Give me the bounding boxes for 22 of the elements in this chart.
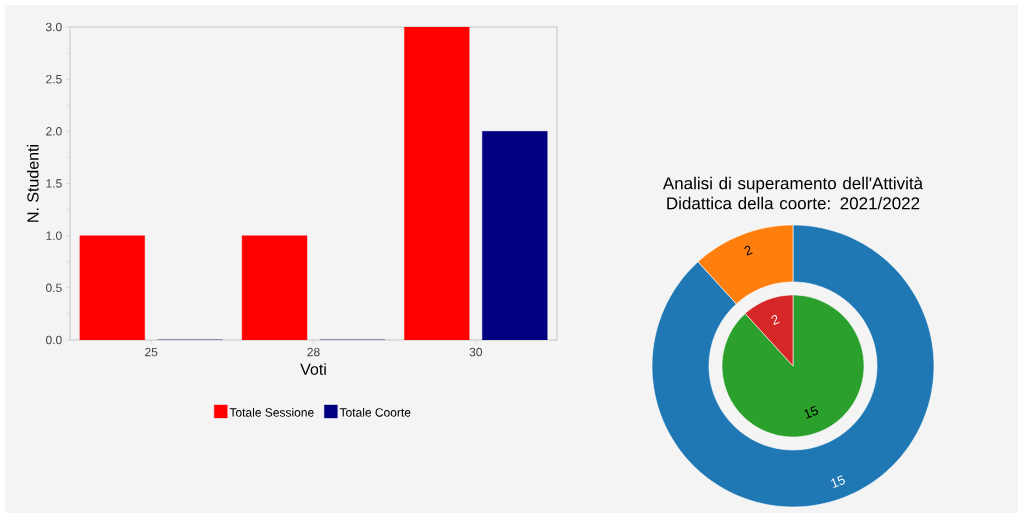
data-label: 15 <box>831 475 845 489</box>
chart-title: Analisi di superamento dell'Attività Didattica della coorte: 2021/2022 <box>662 176 924 210</box>
y-tick-label: 1.0 <box>46 231 62 240</box>
y-tick-label: 2.5 <box>46 74 62 84</box>
legend-label: Totale Coorte <box>339 407 411 417</box>
legend-label: Totale Sessione <box>229 407 314 417</box>
y-tick-label: 3.0 <box>45 22 62 32</box>
y-tick-label: 1.5 <box>46 179 62 188</box>
y-axis-title: N. Studenti <box>26 145 39 222</box>
x-axis-title: Voti <box>300 363 326 375</box>
bar <box>404 26 470 340</box>
x-tick-label: 25 <box>145 347 158 357</box>
bar <box>241 235 308 340</box>
y-tick-label: 0.0 <box>46 335 62 345</box>
y-tick-label: 2.0 <box>46 127 62 136</box>
bar <box>79 235 145 340</box>
data-label: 2 <box>744 245 753 256</box>
y-tick-label: 0.5 <box>46 283 62 293</box>
data-label: 2 <box>771 315 780 325</box>
x-tick-label: 30 <box>469 347 483 357</box>
data-label: 15 <box>804 405 818 419</box>
x-tick-label: 28 <box>307 347 320 357</box>
